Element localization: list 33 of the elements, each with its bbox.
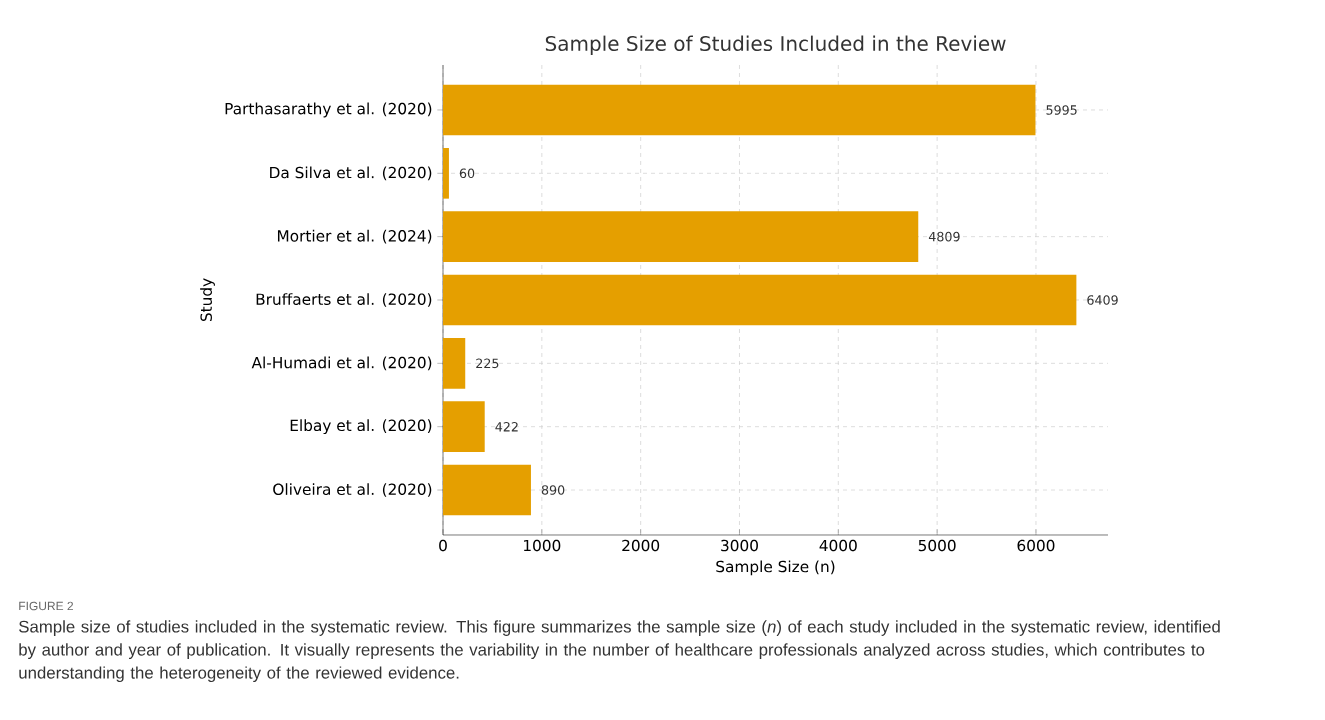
y-axis-title: Study: [200, 278, 215, 322]
x-tick-label: 1000: [524, 539, 561, 552]
bar: [443, 338, 466, 389]
y-tick-label: Elbay et al. (2020): [290, 419, 432, 435]
bar: [443, 211, 919, 262]
text: Sample size of studies included in the systematic review. This figure summarizes the sample size (n) of each study included in the systematic review, identified by author and year of publication. It visually represents the variability in the number of healthcare professionals analyzed across studies, which contributes to understanding the heterogeneity of the reviewed evidence.: [19, 620, 1220, 683]
chart-title: Sample Size of Studies Included in the Review: [545, 35, 1006, 55]
y-tick-label: Mortier et al. (2024): [277, 229, 432, 244]
y-tick-label: Al-Humadi et al. (2020): [251, 356, 432, 371]
data-label: 890: [541, 485, 565, 495]
data-label: 4809: [928, 231, 960, 242]
y-tick-label: Bruffaerts et al. (2020): [256, 293, 432, 307]
x-tick-label: 2000: [622, 539, 660, 552]
caption: FIGURE 2: [19, 601, 73, 611]
y-tick-label: Oliveira et al. (2020): [273, 483, 432, 497]
bar: [443, 464, 531, 516]
bar: [443, 274, 1077, 326]
data-label: 6409: [1087, 295, 1118, 305]
x-tick-label: 0: [439, 539, 447, 552]
x-axis-title: Sample Size (n): [716, 560, 835, 576]
bar: [443, 84, 1036, 136]
y-tick-label: Parthasarathy et al. (2020): [225, 102, 432, 118]
data-label: 225: [476, 358, 499, 369]
x-tick-label: 3000: [721, 539, 758, 552]
y-tick-label: Da Silva et al. (2020): [270, 166, 432, 181]
bar: [443, 147, 449, 199]
x-tick-label: 5000: [918, 539, 956, 552]
data-label: 5995: [1046, 105, 1077, 115]
data-label: 422: [495, 421, 518, 432]
bar: [443, 401, 485, 453]
x-tick-label: 6000: [1017, 539, 1055, 552]
data-label: 60: [459, 168, 475, 179]
x-tick-label: 4000: [819, 539, 857, 552]
